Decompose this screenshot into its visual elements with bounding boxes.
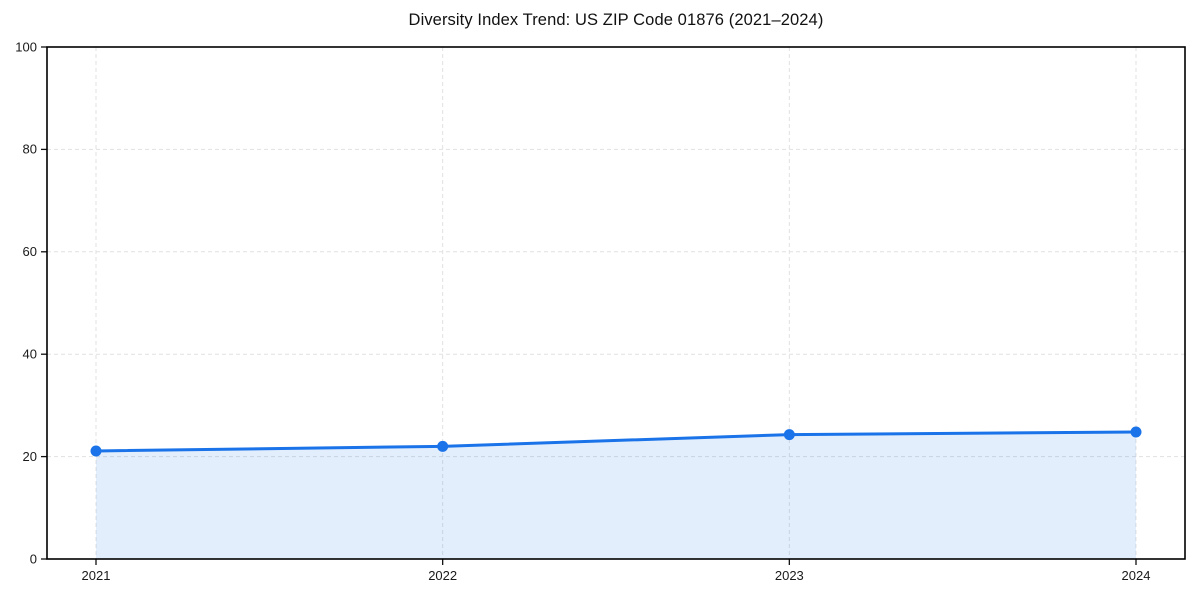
y-tick-label: 0 [30,551,37,566]
x-tick-label: 2023 [775,568,804,583]
data-point [783,429,795,441]
x-tick-label: 2024 [1122,568,1151,583]
y-tick-label: 80 [23,142,37,157]
x-tick-label: 2021 [82,568,111,583]
data-point [90,445,102,457]
data-point [1130,426,1142,438]
plot-border [46,46,1186,560]
trend-line [94,430,1138,453]
y-tick-label: 20 [23,449,37,464]
chart-title: Diversity Index Trend: US ZIP Code 01876… [408,11,824,29]
area-fill [96,432,1136,559]
y-tick-label: 60 [23,244,37,259]
y-tick-label: 40 [23,346,37,361]
x-tick-label: 2022 [428,568,457,583]
data-point [437,440,449,452]
y-tick-label: 100 [15,39,37,54]
